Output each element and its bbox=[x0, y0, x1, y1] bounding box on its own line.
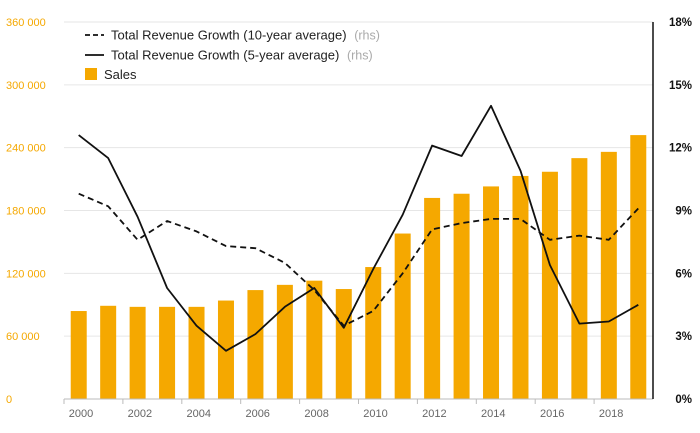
sales-bar bbox=[600, 151, 617, 399]
sales-bar bbox=[306, 280, 323, 399]
sales-bar bbox=[188, 306, 205, 399]
sales-bar bbox=[159, 306, 176, 399]
x-tick-label: 2014 bbox=[481, 408, 505, 420]
growth-5y-line bbox=[78, 104, 639, 352]
sales-bar bbox=[483, 186, 500, 399]
sales-bar bbox=[453, 193, 470, 399]
left-tick-label: 360 000 bbox=[6, 17, 46, 29]
right-tick-label: 3% bbox=[675, 331, 692, 343]
sales-bar bbox=[129, 306, 146, 399]
sales-bar bbox=[247, 290, 264, 399]
right-tick-label: 9% bbox=[675, 206, 692, 218]
sales-bar bbox=[276, 284, 293, 399]
x-tick-label: 2018 bbox=[599, 408, 623, 420]
legend-swatch-sales bbox=[85, 68, 97, 80]
right-tick-label: 15% bbox=[669, 80, 692, 92]
right-tick-label: 12% bbox=[669, 143, 692, 155]
legend-label-5y: Total Revenue Growth (5-year average) bbox=[111, 48, 339, 63]
svg-text:Total Revenue Growth (10-year: Total Revenue Growth (10-year average) (… bbox=[111, 28, 380, 43]
left-tick-label: 60 000 bbox=[6, 331, 40, 343]
left-tick-label: 240 000 bbox=[6, 143, 46, 155]
legend-label-10y: Total Revenue Growth (10-year average) bbox=[111, 28, 347, 43]
left-tick-label: 0 bbox=[6, 394, 12, 406]
x-tick-label: 2008 bbox=[304, 408, 328, 420]
gridlines bbox=[64, 21, 653, 337]
legend-suffix-5y: (rhs) bbox=[347, 49, 373, 63]
sales-bar bbox=[365, 267, 382, 399]
sales-bar bbox=[571, 158, 588, 399]
legend-suffix-10y: (rhs) bbox=[354, 29, 380, 43]
x-tick-label: 2016 bbox=[540, 408, 564, 420]
sales-bar bbox=[541, 171, 558, 399]
right-tick-label: 18% bbox=[669, 17, 692, 29]
x-axis-ticks: 2000 2002 2004 2006 2008 2010 2012 2014 2016 2018 bbox=[63, 399, 623, 420]
legend-label-sales: Sales bbox=[104, 67, 137, 82]
x-tick-label: 2000 bbox=[69, 408, 93, 420]
x-tick-label: 2004 bbox=[187, 408, 211, 420]
sales-bar bbox=[394, 233, 411, 399]
x-tick-label: 2010 bbox=[363, 408, 387, 420]
left-tick-label: 120 000 bbox=[6, 268, 46, 280]
sales-bar bbox=[100, 305, 117, 399]
svg-text:Total Revenue Growth (5-year a: Total Revenue Growth (5-year average) (r… bbox=[111, 48, 373, 63]
sales-bar bbox=[70, 311, 87, 399]
sales-bar bbox=[512, 175, 529, 399]
legend: Total Revenue Growth (10-year average) (… bbox=[85, 28, 380, 82]
sales-bar bbox=[424, 197, 441, 399]
right-tick-label: 6% bbox=[675, 268, 692, 280]
right-axis-ticks: 0% 3% 6% 9% 12% 15% 18% bbox=[669, 17, 692, 406]
sales-bar bbox=[335, 289, 352, 399]
x-tick-label: 2006 bbox=[245, 408, 269, 420]
growth-10y-line bbox=[78, 192, 639, 327]
legend-item-10y: Total Revenue Growth (10-year average) (… bbox=[85, 28, 380, 43]
sales-bars bbox=[70, 135, 647, 399]
legend-item-5y: Total Revenue Growth (5-year average) (r… bbox=[85, 48, 373, 63]
left-axis-ticks: 0 60 000 120 000 180 000 240 000 300 000 360 0… bbox=[6, 17, 46, 406]
right-tick-label: 0% bbox=[675, 394, 692, 406]
x-tick-label: 2002 bbox=[128, 408, 152, 420]
left-tick-label: 180 000 bbox=[6, 206, 46, 218]
x-tick-label: 2012 bbox=[422, 408, 446, 420]
sales-bar bbox=[630, 135, 647, 399]
growth-lines bbox=[78, 104, 639, 352]
left-tick-label: 300 000 bbox=[6, 80, 46, 92]
legend-item-sales: Sales bbox=[85, 67, 137, 82]
